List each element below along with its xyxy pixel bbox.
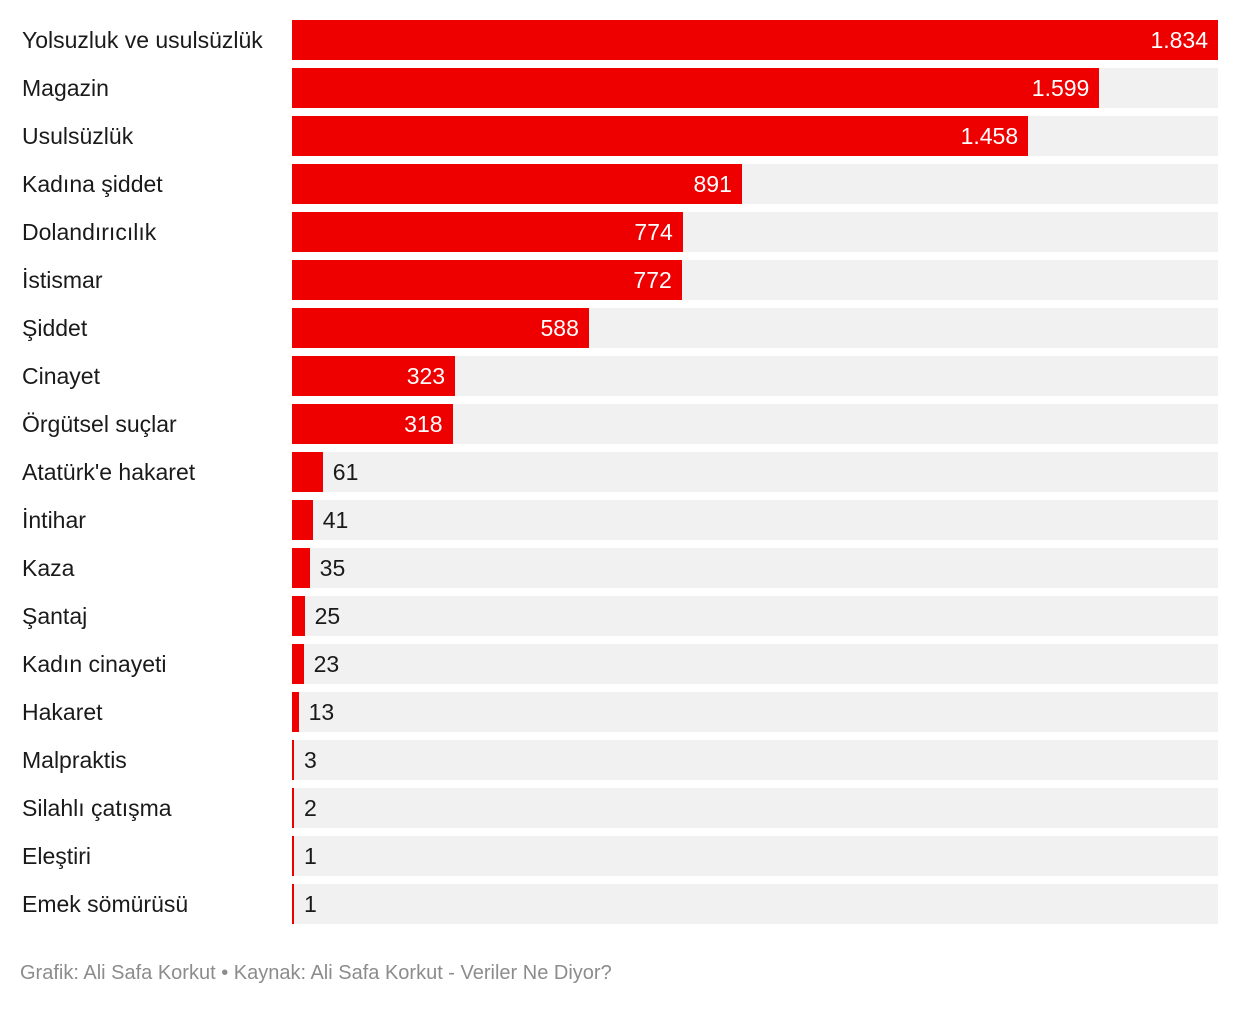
- bar-row: Magazin 1.599: [0, 68, 1240, 108]
- category-label: Kaza: [22, 555, 75, 581]
- bar: [292, 356, 456, 396]
- category-label: Yolsuzluk ve usulsüzlük: [22, 27, 263, 53]
- value-label: 1.599: [1031, 75, 1090, 101]
- value-label: 41: [322, 507, 349, 533]
- bar: [292, 68, 1100, 108]
- category-label: Kadın cinayeti: [22, 651, 167, 677]
- value-label: 13: [308, 699, 335, 725]
- category-label: Cinayet: [22, 363, 100, 389]
- value-label: 23: [313, 651, 340, 677]
- bar-track: [292, 740, 1218, 780]
- bar-row: Şantaj 25: [0, 596, 1240, 636]
- bar-row: İstismar 772: [0, 260, 1240, 300]
- category-label: Eleştiri: [22, 843, 92, 869]
- bar-row: İntihar 41: [0, 500, 1240, 540]
- value-label: 1: [304, 891, 317, 917]
- value-label: 3: [304, 747, 317, 773]
- bar-track: [292, 452, 1218, 492]
- category-label: Örgütsel suçlar: [22, 411, 177, 437]
- bar-row: Şiddet 588: [0, 308, 1240, 348]
- bar: [292, 548, 310, 588]
- category-label: Silahlı çatışma: [22, 795, 172, 821]
- bar: [292, 596, 305, 636]
- category-label: Atatürk'e hakaret: [22, 459, 196, 485]
- bar-track: [292, 692, 1218, 732]
- bar-row: Kadına şiddet 891: [0, 164, 1240, 204]
- value-label: 2: [304, 795, 317, 821]
- bar-track: [292, 596, 1218, 636]
- bar: [292, 740, 294, 780]
- bar: [292, 116, 1029, 156]
- bar-row: Kaza 35: [0, 548, 1240, 588]
- bar: [292, 164, 742, 204]
- bar: [292, 260, 682, 300]
- bar: [292, 404, 453, 444]
- bar-row: Silahlı çatışma 2: [0, 788, 1240, 828]
- bar-track: [292, 500, 1218, 540]
- bar: [292, 20, 1218, 60]
- bar-row: Kadın cinayeti 23: [0, 644, 1240, 684]
- category-label: Magazin: [22, 75, 109, 101]
- bar-track: [292, 788, 1218, 828]
- bar-row: Dolandırıcılık 774: [0, 212, 1240, 252]
- bar: [292, 692, 299, 732]
- category-label: Emek sömürüsü: [22, 891, 189, 917]
- bar-track: [292, 548, 1218, 588]
- category-label: Şiddet: [22, 315, 88, 341]
- bar: [292, 884, 294, 924]
- value-label: 61: [332, 459, 359, 485]
- bar-row: Emek sömürüsü 1: [0, 884, 1240, 924]
- bar: [292, 500, 313, 540]
- source-credit: Grafik: Ali Safa Korkut • Kaynak: Ali Sa…: [20, 962, 612, 984]
- bar: [292, 644, 304, 684]
- bar-row: Cinayet 323: [0, 356, 1240, 396]
- value-label: 318: [404, 411, 443, 437]
- value-label: 1.834: [1150, 27, 1208, 53]
- bar-row: Örgütsel suçlar 318: [0, 404, 1240, 444]
- bar: [292, 308, 589, 348]
- value-label: 323: [406, 363, 446, 389]
- category-label: Malpraktis: [22, 747, 127, 773]
- bar-track: [292, 884, 1218, 924]
- bar-row: Usulsüzlük 1.458: [0, 116, 1240, 156]
- category-label: Kadına şiddet: [22, 171, 163, 197]
- value-label: 891: [693, 171, 732, 197]
- bar-row: Hakaret 13: [0, 692, 1240, 732]
- value-label: 774: [634, 219, 673, 245]
- bar: [292, 836, 294, 876]
- value-label: 1: [304, 843, 317, 869]
- bar: [292, 212, 683, 252]
- category-label: Şantaj: [22, 603, 88, 629]
- category-label: İstismar: [22, 267, 103, 293]
- bar-track: [292, 836, 1218, 876]
- bar-row: Yolsuzluk ve usulsüzlük 1.834: [0, 20, 1240, 60]
- bar-row: Eleştiri 1: [0, 836, 1240, 876]
- value-label: 35: [319, 555, 346, 581]
- bar-track: [292, 644, 1218, 684]
- bar: [292, 788, 294, 828]
- value-label: 1.458: [960, 123, 1019, 149]
- value-label: 772: [633, 267, 672, 293]
- category-label: Usulsüzlük: [22, 123, 134, 149]
- bar-row: Malpraktis 3: [0, 740, 1240, 780]
- value-label: 588: [540, 315, 579, 341]
- value-label: 25: [314, 603, 341, 629]
- bar-chart: Yolsuzluk ve usulsüzlük 1.834 Magazin 1.599…: [0, 20, 1240, 924]
- bar-row: Atatürk'e hakaret 61: [0, 452, 1240, 492]
- bar: [292, 452, 323, 492]
- category-label: İntihar: [22, 507, 86, 533]
- category-label: Dolandırıcılık: [22, 219, 157, 245]
- category-label: Hakaret: [22, 699, 103, 725]
